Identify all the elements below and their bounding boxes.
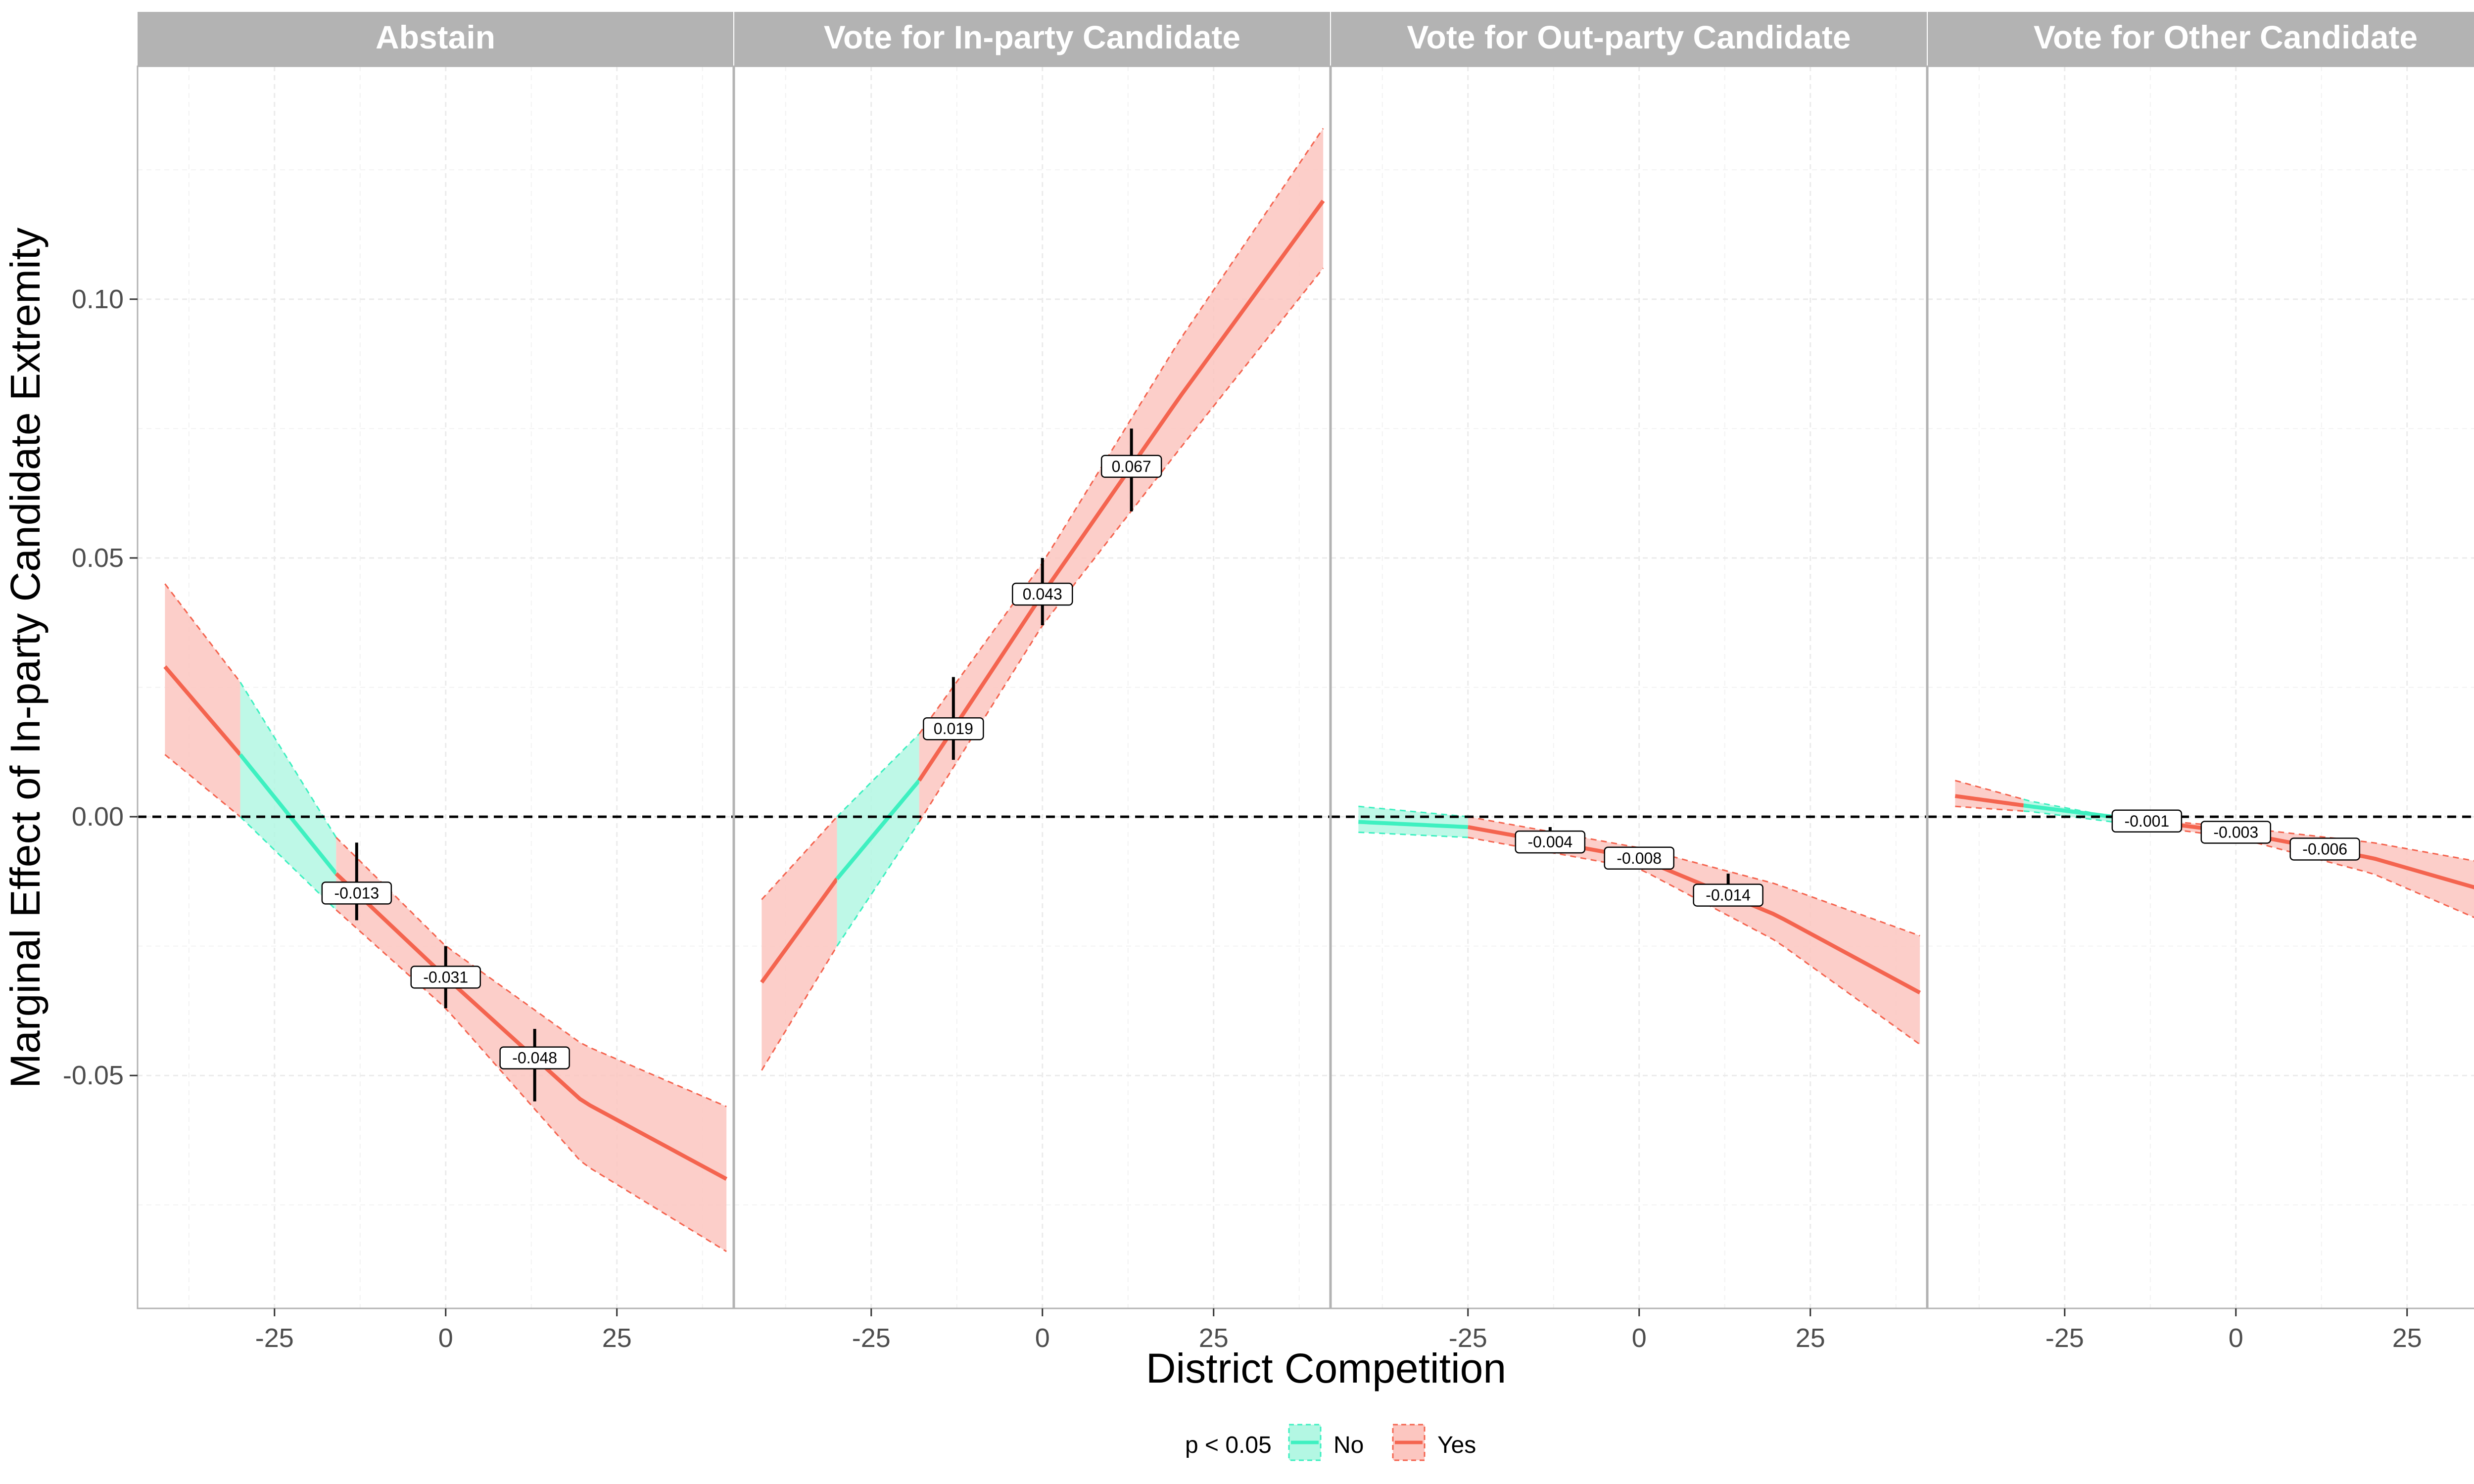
strip-title: Vote for In-party Candidate: [824, 19, 1240, 55]
ci-lower-line: [836, 821, 920, 947]
data-label: 0.019: [934, 720, 973, 738]
data-label: -0.008: [1617, 849, 1662, 867]
data-label-box: [1012, 582, 1073, 606]
y-tick-label: 0.05: [72, 543, 124, 573]
strip-title: Vote for Other Candidate: [2034, 19, 2418, 55]
panel-border: [1927, 65, 2474, 1309]
strip-background: [138, 12, 733, 66]
ci-upper-line: [918, 128, 1324, 735]
legend: p < 0.05 No Yes: [1185, 1424, 1476, 1461]
ci-lower-line: [164, 754, 241, 818]
strip-title: Abstain: [376, 19, 495, 55]
x-tick-label: 0: [1035, 1323, 1050, 1353]
data-label-box: [2111, 809, 2183, 833]
x-tick-label: -25: [2046, 1323, 2084, 1353]
data-label-box: [321, 881, 392, 905]
x-tick-label: 25: [1199, 1323, 1229, 1353]
data-label: 0.043: [1023, 585, 1062, 603]
data-label-box: [2200, 821, 2272, 844]
effect-line: [238, 753, 338, 875]
data-label-box: [1693, 883, 1763, 907]
data-label: -0.001: [2124, 812, 2169, 830]
effect-line: [2023, 803, 2113, 819]
data-label: -0.048: [512, 1049, 557, 1067]
legend-keys: No Yes: [1288, 1424, 1476, 1461]
ci-lower-line: [239, 816, 337, 911]
facet-panel: Vote for Out-party Candidate -0.004 -0.008…: [1330, 12, 1928, 1353]
legend-key: No: [1288, 1424, 1364, 1461]
effect-line: [1358, 820, 1468, 829]
data-label-box: [2289, 837, 2360, 861]
x-tick-label: 0: [2229, 1323, 2243, 1353]
y-tick-label: -0.05: [63, 1061, 124, 1090]
ci-upper-line: [836, 733, 920, 818]
y-tick-label: 0.10: [72, 284, 124, 314]
ci-lower-line: [761, 945, 838, 1071]
ci-lower-line: [1955, 805, 2024, 812]
x-tick-label: 25: [2392, 1323, 2422, 1353]
x-tick-label: 0: [1632, 1323, 1647, 1353]
legend-title: p < 0.05: [1185, 1432, 1272, 1458]
confidence-ribbon: [2112, 817, 2474, 918]
confidence-ribbon: [1358, 806, 1468, 837]
x-axis-title: District Competition: [1146, 1345, 1506, 1391]
facet-panel: Abstain -0.013 -0.031 -0.048 -25 0 25: [137, 12, 734, 1353]
data-label: 0.067: [1112, 458, 1151, 475]
data-label-box: [499, 1046, 570, 1069]
effect-line: [835, 779, 921, 881]
effect-line: [163, 665, 242, 756]
x-tick-label: 25: [602, 1323, 632, 1353]
x-tick-label: -25: [1449, 1323, 1487, 1353]
data-label-box: [1515, 830, 1586, 854]
ci-lower-line: [335, 909, 727, 1252]
ci-upper-line: [761, 816, 838, 900]
data-label: -0.004: [1527, 833, 1572, 851]
ci-upper-line: [1358, 805, 1468, 818]
y-axis: -0.05 0.00 0.05 0.10: [63, 284, 138, 1090]
data-label: -0.006: [2302, 840, 2347, 858]
data-label-box: [1604, 846, 1675, 870]
legend-label: Yes: [1437, 1432, 1476, 1458]
x-tick-label: -25: [852, 1323, 891, 1353]
confidence-ribbon: [336, 837, 727, 1252]
panel-border: [137, 65, 734, 1309]
strip-background: [734, 12, 1330, 66]
x-tick-label: -25: [255, 1323, 294, 1353]
x-tick-label: 25: [1796, 1323, 1825, 1353]
data-label: -0.003: [2213, 823, 2258, 841]
data-label: -0.031: [423, 968, 468, 986]
ci-upper-line: [1468, 816, 1920, 937]
effect-line: [760, 878, 839, 984]
panel-border: [1330, 65, 1928, 1309]
confidence-ribbon: [165, 584, 240, 817]
data-label-box: [1100, 455, 1162, 478]
y-tick-label: 0.00: [72, 802, 124, 832]
ci-lower-line: [1358, 831, 1468, 838]
legend-label: No: [1333, 1432, 1364, 1458]
panel-border: [733, 65, 1331, 1309]
confidence-ribbon: [761, 817, 837, 1070]
ci-upper-line: [1954, 780, 2024, 800]
strip-background: [1928, 12, 2474, 66]
confidence-ribbon: [240, 682, 336, 910]
strip-title: Vote for Out-party Candidate: [1407, 19, 1851, 55]
data-label-box: [410, 966, 481, 989]
confidence-ribbon: [837, 734, 919, 946]
ci-lower-line: [918, 268, 1324, 823]
data-label-box: [923, 717, 984, 741]
facet-panel: Vote for Other Candidate -0.001 -0.003 -0.0…: [1927, 12, 2474, 1353]
x-tick-label: 0: [438, 1323, 453, 1353]
legend-key: Yes: [1392, 1424, 1476, 1461]
effect-line: [1954, 794, 2024, 808]
facet-panel: Vote for In-party Candidate 0.019 0.043 0.0…: [733, 12, 1331, 1353]
strip-background: [1331, 12, 1927, 66]
y-axis-title: Marginal Effect of In-party Candidate Ex…: [2, 228, 48, 1088]
data-label: -0.014: [1706, 886, 1751, 904]
ci-upper-line: [335, 836, 727, 1108]
data-label: -0.013: [334, 884, 379, 902]
effect-line: [917, 199, 1325, 782]
